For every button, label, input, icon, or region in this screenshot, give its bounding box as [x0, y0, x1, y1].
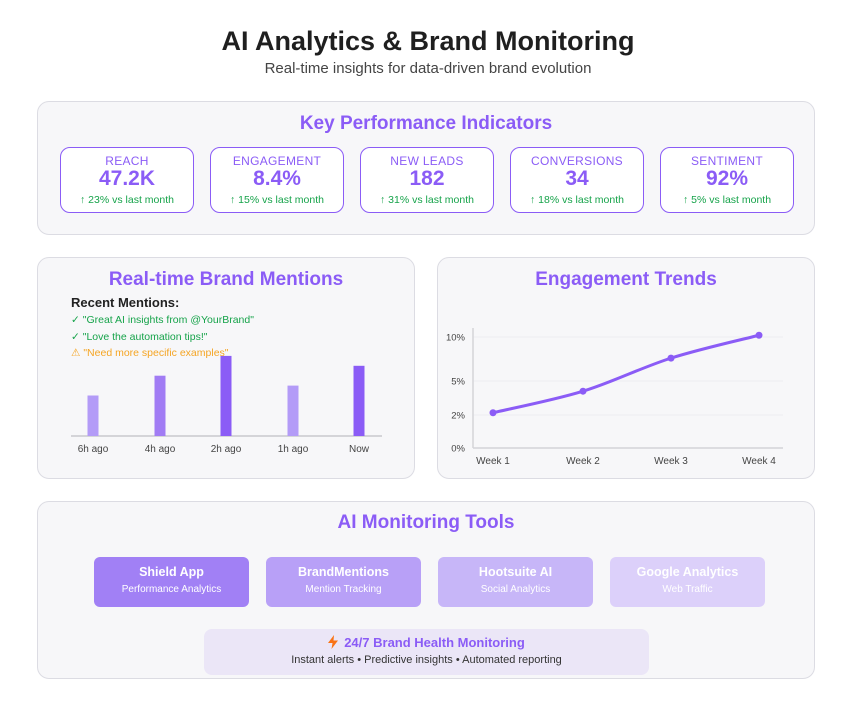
x-tick-label: Week 3	[654, 456, 688, 467]
brand-health-detail: Instant alerts • Predictive insights • A…	[291, 654, 562, 666]
x-tick-label: Week 4	[742, 456, 776, 467]
kpi-card-new-leads[interactable]: NEW LEADS 182 ↑ 31% vs last month	[360, 147, 494, 213]
bar-x-label: 4h ago	[145, 444, 176, 455]
bar	[154, 375, 166, 436]
kpi-change: ↑ 18% vs last month	[530, 194, 624, 206]
data-point	[755, 331, 763, 339]
tool-desc: Mention Tracking	[305, 584, 382, 595]
brand-health-title: 24/7 Brand Health Monitoring	[344, 635, 525, 650]
trends-panel: Engagement Trends 0% 2% 5% 10% Week 1 Week 2 W…	[437, 257, 815, 479]
kpi-value: 182	[409, 167, 445, 190]
brand-health-title-row: 24/7 Brand Health Monitoring	[204, 635, 649, 652]
bar-x-label: 1h ago	[278, 444, 309, 455]
kpi-card-sentiment[interactable]: SENTIMENT 92% ↑ 5% vs last month	[660, 147, 794, 213]
series-line	[491, 333, 761, 415]
tool-name: Hootsuite AI	[478, 565, 553, 579]
mentions-panel: Real-time Brand Mentions 6h ago 4h ago 2h …	[37, 257, 415, 479]
x-tick-label: Week 1	[476, 456, 510, 467]
bar-x-label: Now	[349, 444, 370, 455]
y-tick-label: 2%	[451, 411, 465, 422]
kpi-value: 47.2K	[98, 167, 156, 190]
bar-x-label: 6h ago	[78, 444, 109, 455]
tool-name: Shield App	[139, 565, 204, 579]
tool-hootsuite-ai[interactable]: Hootsuite AI Social Analytics	[438, 557, 593, 607]
kpi-label: NEW LEADS	[390, 154, 464, 168]
data-point	[489, 409, 497, 417]
kpi-change: ↑ 31% vs last month	[380, 194, 474, 206]
mention-item: ✓ "Great AI insights from @YourBrand"	[71, 314, 254, 326]
mentions-panel-title: Real-time Brand Mentions	[108, 269, 344, 290]
recent-mentions-heading: Recent Mentions:	[71, 295, 180, 310]
data-point	[579, 387, 587, 395]
kpi-card-conversions[interactable]: CONVERSIONS 34 ↑ 18% vs last month	[510, 147, 644, 213]
tools-panel-title: AI Monitoring Tools	[337, 512, 515, 533]
page-title: AI Analytics & Brand Monitoring	[221, 26, 635, 56]
tool-desc: Performance Analytics	[121, 584, 222, 595]
kpi-panel-title: Key Performance Indicators	[299, 113, 553, 134]
y-tick-label: 5%	[451, 377, 465, 388]
kpi-value: 92%	[705, 167, 749, 190]
kpi-change: ↑ 23% vs last month	[80, 194, 174, 206]
tools-panel: AI Monitoring Tools Shield App Performan…	[37, 501, 815, 679]
kpi-value: 34	[565, 167, 589, 190]
bar-x-label: 2h ago	[211, 444, 242, 455]
kpi-value: 8.4%	[253, 167, 301, 190]
kpi-panel: Key Performance Indicators REACH 47.2K ↑…	[37, 101, 815, 235]
bar	[87, 395, 99, 436]
page-subtitle: Real-time insights for data-driven brand…	[264, 60, 592, 77]
kpi-label: ENGAGEMENT	[232, 154, 322, 168]
lightning-icon	[328, 635, 339, 652]
tool-name: BrandMentions	[298, 565, 389, 579]
bar	[287, 385, 299, 436]
x-tick-label: Week 2	[566, 456, 600, 467]
mentions-bar-chart: 6h ago 4h ago 2h ago 1h ago Now	[71, 355, 382, 455]
kpi-card-engagement[interactable]: ENGAGEMENT 8.4% ↑ 15% vs last month	[210, 147, 344, 213]
data-point	[667, 354, 675, 362]
tool-shield-app[interactable]: Shield App Performance Analytics	[94, 557, 249, 607]
tool-name: Google Analytics	[636, 565, 739, 579]
tool-google-analytics[interactable]: Google Analytics Web Traffic	[610, 557, 765, 607]
kpi-change: ↑ 15% vs last month	[230, 194, 324, 206]
kpi-label: CONVERSIONS	[531, 154, 623, 168]
tool-desc: Social Analytics	[480, 584, 551, 595]
bar	[353, 365, 365, 436]
trends-panel-title: Engagement Trends	[535, 269, 717, 290]
tool-brandmentions[interactable]: BrandMentions Mention Tracking	[266, 557, 421, 607]
y-tick-label: 10%	[446, 333, 466, 344]
engagement-line-chart: 0% 2% 5% 10% Week 1 Week 2 Week 3 Week 4	[446, 328, 783, 467]
brand-health-banner: 24/7 Brand Health Monitoring Instant ale…	[204, 629, 649, 675]
bar	[220, 355, 232, 436]
kpi-label: REACH	[105, 154, 149, 168]
y-tick-label: 0%	[451, 444, 465, 455]
kpi-card-reach[interactable]: REACH 47.2K ↑ 23% vs last month	[60, 147, 194, 213]
tool-desc: Web Traffic	[662, 584, 713, 595]
kpi-label: SENTIMENT	[690, 154, 764, 168]
kpi-change: ↑ 5% vs last month	[682, 194, 772, 206]
mention-item: ⚠ "Need more specific examples"	[71, 347, 229, 359]
mention-item: ✓ "Love the automation tips!"	[71, 331, 208, 343]
